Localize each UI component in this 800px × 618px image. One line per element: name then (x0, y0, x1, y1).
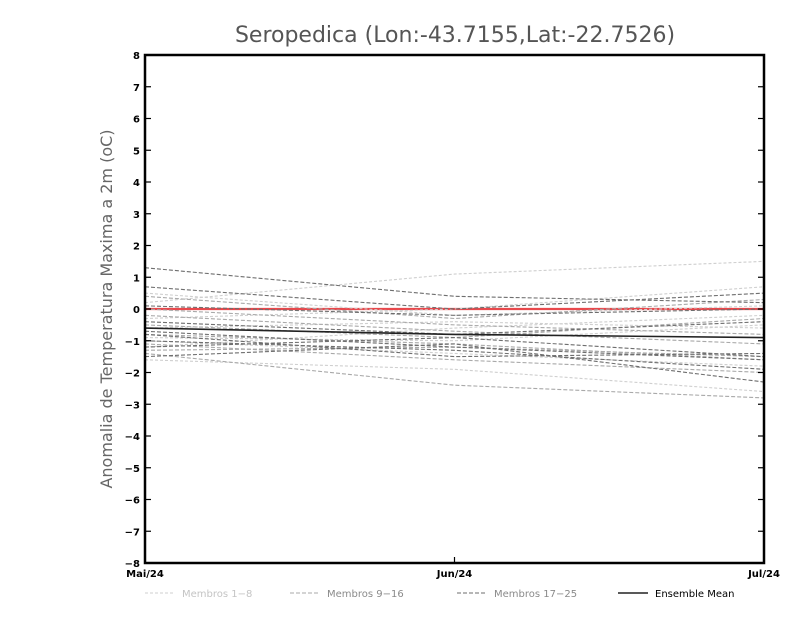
legend-label: Ensemble Mean (655, 589, 734, 600)
legend-label: Membros 9−16 (327, 589, 404, 600)
member-line-16 (144, 308, 765, 335)
legend-label: Membros 1−8 (182, 589, 252, 600)
member-line-18 (144, 286, 765, 310)
member-line-19 (144, 305, 765, 316)
y-tick-label: −7 (125, 527, 140, 538)
y-tick-label: 8 (133, 51, 140, 62)
legend: Membros 1−8 Membros 9−16 Membros 17−25 Ense… (145, 589, 734, 600)
y-tick-label: 3 (133, 210, 140, 221)
member-line-13 (144, 352, 765, 399)
y-axis-label: Anomalia de Temperatura Maxima a 2m (oC) (97, 129, 116, 488)
member-line-21 (144, 330, 765, 361)
y-tick-label: 6 (133, 115, 140, 126)
member-line-5 (144, 340, 765, 367)
x-tick-label: Jul/24 (747, 569, 780, 580)
member-line-6 (144, 359, 765, 393)
member-line-4 (144, 324, 765, 342)
y-tick-label: −6 (125, 496, 140, 507)
y-tick-label: −1 (125, 337, 140, 348)
x-axis-ticks: Mai/24 Jun/24 Jul/24 (126, 557, 780, 580)
member-line-9 (144, 295, 765, 320)
x-tick-label: Jun/24 (436, 569, 473, 580)
y-tick-label: 5 (133, 146, 140, 157)
member-line-8 (144, 292, 765, 316)
member-line-17 (144, 267, 765, 304)
y-tick-label: 2 (133, 242, 140, 253)
y-tick-label: 7 (133, 83, 140, 94)
x-tick-label: Mai/24 (126, 569, 164, 580)
ensemble-mean-line (144, 327, 765, 339)
y-tick-label: −2 (125, 369, 140, 380)
y-tick-label: −3 (125, 400, 140, 411)
y-tick-label: 0 (133, 305, 140, 316)
series-layer (144, 260, 765, 399)
member-line-24 (144, 333, 765, 358)
member-line-23 (144, 343, 765, 383)
y-tick-label: −5 (125, 464, 140, 475)
member-line-25 (144, 337, 765, 358)
y-tick-label: 4 (133, 178, 140, 189)
member-line-10 (144, 314, 765, 345)
chart-title: Seropedica (Lon:-43.7155,Lat:-22.7526) (235, 23, 675, 48)
member-line-2 (144, 286, 765, 320)
member-line-12 (144, 343, 765, 374)
y-tick-label: 1 (133, 273, 140, 284)
y-axis-ticks: −8 −7 −6 −5 −4 −3 −2 −1 0 1 2 3 4 5 6 7 8 (125, 51, 764, 570)
y-tick-label: −4 (125, 432, 140, 443)
member-line-7 (144, 314, 765, 348)
y-tick-label: −8 (125, 559, 140, 570)
member-line-1 (144, 260, 765, 304)
legend-label: Membros 17−25 (494, 589, 577, 600)
